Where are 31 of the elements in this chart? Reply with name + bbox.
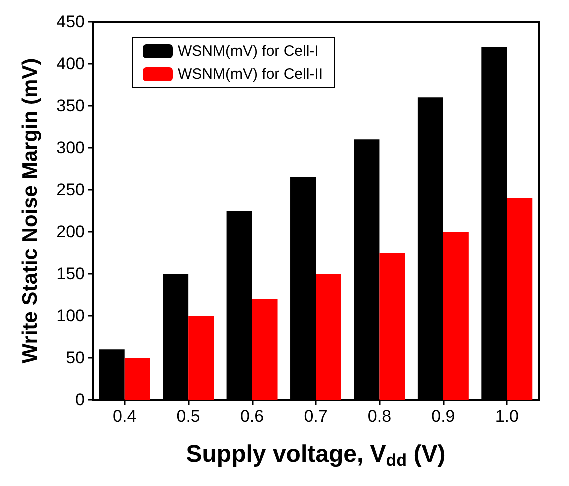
- bar: [316, 274, 342, 400]
- bar: [188, 316, 214, 400]
- x-tick-label: 0.5: [176, 407, 200, 426]
- bar: [124, 358, 150, 400]
- bar: [163, 274, 189, 400]
- y-tick-label: 50: [66, 348, 85, 368]
- y-tick-label: 300: [56, 138, 85, 158]
- bar: [380, 253, 406, 400]
- x-tick-label: 0.8: [368, 407, 392, 426]
- y-tick-label: 400: [56, 54, 85, 74]
- bar: [252, 299, 278, 400]
- bar: [507, 198, 533, 400]
- y-tick-label: 450: [56, 12, 85, 32]
- y-tick-label: 150: [56, 264, 85, 284]
- legend-label: WSNM(mV) for Cell-II: [178, 66, 323, 83]
- y-axis-title: Write Static Noise Margin (mV): [19, 58, 42, 364]
- y-tick-label: 250: [56, 180, 85, 200]
- y-tick-label: 200: [56, 222, 85, 242]
- x-tick-label: 0.4: [113, 407, 137, 426]
- bar: [354, 140, 380, 400]
- x-tick-label: 0.9: [432, 407, 456, 426]
- bar: [418, 98, 444, 400]
- y-tick-label: 100: [56, 306, 85, 326]
- legend-label: WSNM(mV) for Cell-I: [178, 43, 319, 60]
- x-tick-label: 1.0: [495, 407, 519, 426]
- y-tick-label: 0: [76, 390, 85, 410]
- y-tick-label: 350: [56, 96, 85, 116]
- bar: [443, 232, 469, 400]
- x-tick-label: 0.6: [240, 407, 264, 426]
- x-tick-label: 0.7: [304, 407, 328, 426]
- bar: [226, 211, 252, 400]
